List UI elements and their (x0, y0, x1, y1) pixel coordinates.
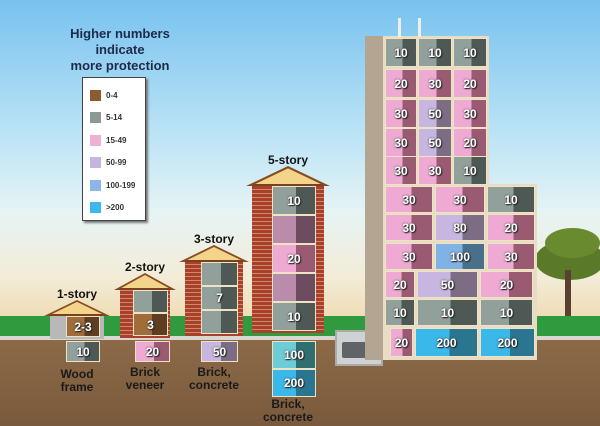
floor-cell: 10 (272, 302, 316, 331)
material-label: Brick, concrete (165, 366, 263, 392)
highrise-room: 30 (418, 69, 452, 98)
material-line: concrete (262, 410, 314, 424)
highrise-room: 30 (435, 186, 485, 213)
legend-swatch (90, 134, 101, 146)
highrise-room: 30 (385, 156, 417, 185)
highrise-room: 10 (385, 38, 417, 67)
highrise-room: 20 (453, 69, 487, 98)
legend-swatch (90, 179, 101, 191)
floor-cell: 20 (272, 244, 316, 273)
legend-label: 5-14 (106, 113, 123, 123)
material-line: Brick, (271, 397, 305, 411)
floor-cell: 2-3 (66, 316, 100, 337)
title-line: indicate (95, 42, 145, 57)
story-label: 1-story (56, 287, 97, 301)
legend-swatch (90, 157, 101, 169)
highrise-room: 20 (385, 271, 415, 298)
highrise-room: 50 (418, 99, 452, 128)
highrise-room: 10 (487, 186, 535, 213)
legend-label: 100-199 (106, 180, 136, 190)
house-roof (248, 168, 328, 186)
floor-cell (201, 262, 238, 286)
highrise-room: 30 (385, 186, 433, 213)
legend-label: 0-4 (106, 90, 118, 100)
antenna (398, 18, 401, 37)
legend-item: 5-14 (90, 107, 145, 130)
legend-swatch (90, 202, 101, 214)
highrise-room: 50 (417, 271, 478, 298)
antenna (418, 18, 421, 37)
highrise-room: 20 (487, 214, 535, 241)
material-label: Brick, concrete (232, 398, 344, 424)
legend-label: 15-49 (106, 135, 127, 145)
basement-cell: 200 (272, 369, 316, 397)
floor-cell (201, 310, 238, 334)
legend-item: >200 (90, 197, 145, 220)
legend: 0-4 5-14 15-49 50-99 100-199 >200 (82, 77, 146, 221)
legend-item: 100-199 (90, 174, 145, 197)
floor-cell (272, 215, 316, 244)
story-label: 2-story (124, 260, 165, 274)
highrise-room: 50 (418, 128, 452, 157)
highrise-basement-room: 200 (480, 328, 535, 357)
highrise-room: 10 (385, 299, 415, 326)
material-label: Wood frame (30, 368, 124, 394)
legend-item: 0-4 (90, 84, 145, 107)
floor-cell (133, 290, 168, 313)
highrise-room: 30 (487, 243, 535, 270)
story-label: 5-story (267, 153, 308, 167)
floor-cell: 10 (272, 186, 316, 215)
highrise-room: 10 (418, 38, 452, 67)
legend-item: 50-99 (90, 152, 145, 175)
highrise-room: 20 (385, 69, 417, 98)
highrise-room: 80 (435, 214, 485, 241)
highrise-basement-room: 20 (390, 328, 413, 357)
highrise-basement-room: 200 (415, 328, 478, 357)
tree-canopy (545, 228, 600, 258)
material-line: Brick (129, 365, 161, 379)
basement-cell: 100 (272, 341, 316, 369)
highrise-room: 100 (435, 243, 485, 270)
highrise-room: 10 (453, 156, 487, 185)
basement-cell: 10 (66, 341, 100, 362)
material-line: concrete (188, 378, 240, 392)
material-line: Brick, (197, 365, 231, 379)
highrise-room: 10 (453, 38, 487, 67)
highrise-room: 30 (418, 156, 452, 185)
material-label: Brick veneer (100, 366, 190, 392)
highrise-room: 20 (480, 271, 533, 298)
title-line: Higher numbers (70, 26, 170, 41)
highrise-room: 30 (385, 214, 433, 241)
basement-cell: 50 (201, 341, 238, 362)
legend-label: 50-99 (106, 158, 127, 168)
legend-swatch (90, 89, 101, 101)
story-label: 3-story (193, 232, 234, 246)
highrise-room: 30 (453, 99, 487, 128)
highrise-room: 30 (385, 99, 417, 128)
house-roof (116, 275, 174, 290)
tree-trunk (565, 270, 571, 320)
material-line: veneer (125, 378, 165, 392)
legend-title: Higher numbers indicate more protection (45, 26, 195, 74)
basement-cell: 20 (135, 341, 170, 362)
floor-cell: 7 (201, 286, 238, 310)
highrise-room: 10 (417, 299, 478, 326)
legend-item: 15-49 (90, 129, 145, 152)
material-line: Wood (60, 367, 94, 381)
house-roof (181, 247, 247, 262)
legend-label: >200 (106, 203, 125, 213)
legend-swatch (90, 112, 101, 124)
ground-surface (0, 336, 600, 340)
highrise-room: 10 (480, 299, 533, 326)
highrise-room: 30 (385, 243, 433, 270)
highrise-room: 20 (453, 128, 487, 157)
floor-cell (272, 273, 316, 302)
floor-cell: 3 (133, 313, 168, 336)
highrise-room: 30 (385, 128, 417, 157)
title-line: more protection (70, 58, 170, 73)
house-roof (46, 302, 108, 316)
material-line: frame (60, 380, 94, 394)
